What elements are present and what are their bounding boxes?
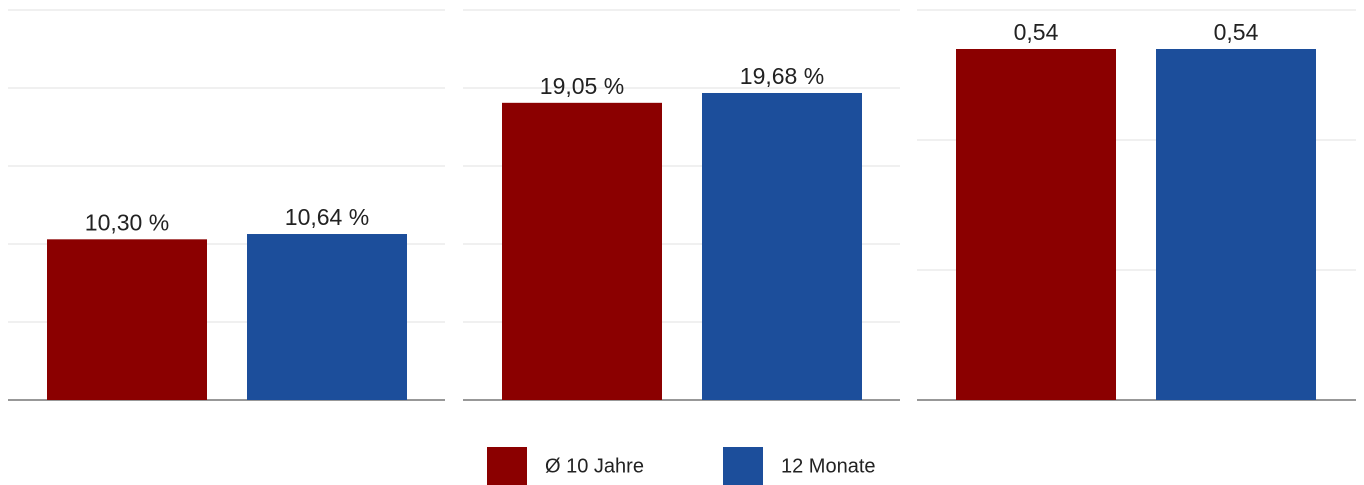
- value-label: 10,64 %: [285, 204, 369, 230]
- bar: [502, 102, 662, 400]
- bar: [1156, 49, 1316, 400]
- legend-swatch: [487, 447, 527, 485]
- bar: [956, 49, 1116, 400]
- value-label: 19,05 %: [540, 73, 624, 99]
- value-label: 10,30 %: [85, 209, 169, 235]
- legend-label: Ø 10 Jahre: [545, 455, 644, 477]
- bar: [247, 234, 407, 400]
- value-label: 0,54: [1214, 19, 1259, 45]
- bar: [47, 239, 207, 400]
- bar: [702, 92, 862, 400]
- value-label: 19,68 %: [740, 63, 824, 89]
- legend-label: 12 Monate: [781, 455, 876, 477]
- value-label: 0,54: [1014, 19, 1059, 45]
- legend-swatch: [723, 447, 763, 485]
